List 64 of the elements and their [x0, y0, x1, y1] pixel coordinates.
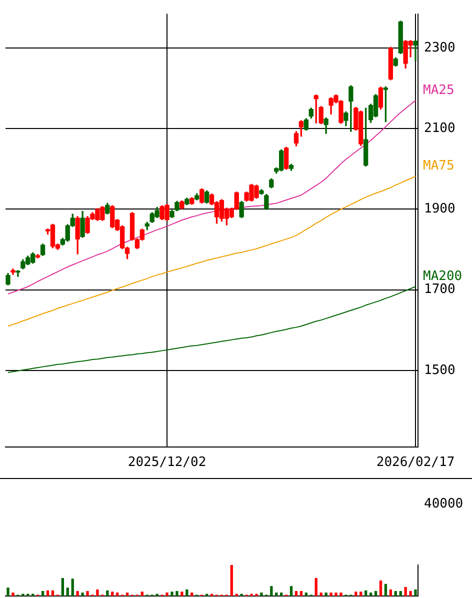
bar	[170, 592, 174, 596]
bar	[360, 592, 362, 596]
bar	[389, 589, 392, 596]
y-tick-label: 2300	[424, 40, 456, 56]
bar	[409, 591, 412, 596]
bar	[81, 592, 84, 596]
bar	[186, 589, 188, 596]
bar	[294, 591, 298, 596]
bar	[166, 592, 168, 596]
bar	[314, 578, 318, 596]
bar	[364, 590, 368, 596]
bar	[140, 592, 144, 596]
bar	[180, 592, 184, 596]
bar	[340, 592, 342, 596]
bar	[230, 565, 233, 596]
y-tick-label: 1500	[424, 362, 456, 378]
bar	[6, 588, 10, 596]
bar	[96, 589, 99, 596]
bar	[260, 592, 263, 596]
bar	[280, 592, 283, 596]
bar	[384, 584, 388, 596]
bar	[399, 591, 402, 596]
x-tick-label: 2025/12/02	[128, 455, 206, 470]
series-label: MA200	[423, 268, 462, 284]
bar	[324, 592, 328, 596]
candlestick	[16, 270, 20, 277]
bar	[46, 590, 50, 596]
y-tick-label: 2100	[424, 121, 456, 136]
bar	[320, 592, 322, 596]
candlestick	[413, 40, 418, 61]
bar	[51, 590, 54, 596]
bar	[126, 592, 129, 596]
bar	[374, 591, 378, 596]
bar	[116, 592, 119, 596]
bar	[354, 592, 358, 596]
bar	[334, 592, 338, 596]
bar	[369, 592, 372, 596]
bar	[176, 591, 178, 596]
bar	[404, 586, 407, 596]
x-tick-label: 2026/02/17	[376, 455, 455, 470]
bar	[71, 578, 74, 596]
bar	[300, 591, 303, 596]
bar	[304, 592, 308, 596]
bar	[41, 591, 44, 596]
bar	[76, 591, 79, 596]
bar	[61, 578, 64, 596]
y-tick-label: 1900	[424, 202, 456, 217]
bar	[330, 592, 332, 596]
series-label: MA75	[423, 158, 454, 174]
series-label: MA25	[423, 82, 454, 98]
bar	[111, 592, 114, 596]
bar	[379, 580, 382, 596]
bar	[275, 592, 278, 596]
bar	[190, 592, 194, 596]
bar	[66, 588, 69, 596]
bar	[12, 592, 14, 596]
y-tick-label: 1700	[424, 282, 456, 298]
bar	[414, 589, 417, 596]
bar	[106, 590, 109, 596]
bar	[270, 586, 273, 596]
bar	[86, 591, 89, 596]
text: 40000	[424, 496, 464, 512]
bar	[394, 591, 397, 596]
bar	[290, 586, 293, 596]
